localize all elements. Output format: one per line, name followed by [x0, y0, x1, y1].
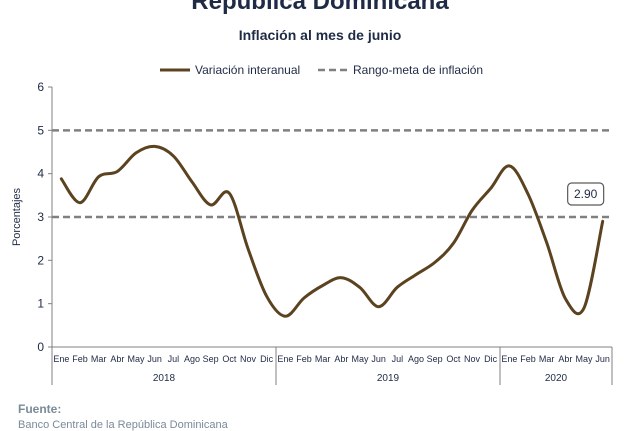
x-tick-label: Mar	[315, 354, 331, 364]
legend-label-rango-meta: Rango-meta de inflación	[353, 63, 483, 77]
x-tick-label: May	[127, 354, 145, 364]
x-tick-label: Ene	[277, 354, 293, 364]
x-tick-label: Sep	[427, 354, 443, 364]
x-tick-label: Jun	[147, 354, 162, 364]
y-axis-label: Porcentajes	[11, 187, 23, 246]
x-tick-label: Mar	[539, 354, 555, 364]
y-tick-label: 2	[37, 253, 44, 267]
x-tick-label: Mar	[91, 354, 107, 364]
legend-label-variacion-interanual: Variación interanual	[195, 63, 300, 77]
x-tick-label: Jul	[392, 354, 404, 364]
x-tick-label: Ene	[501, 354, 517, 364]
source-text: Banco Central de la República Dominicana	[18, 419, 228, 431]
x-tick-label: Dic	[260, 354, 273, 364]
x-tick-label: Ene	[53, 354, 69, 364]
x-tick-label: May	[575, 354, 593, 364]
x-tick-label: Nov	[240, 354, 257, 364]
x-tick-label: Ago	[184, 354, 200, 364]
x-tick-label: Oct	[446, 354, 461, 364]
x-tick-label: Abr	[334, 354, 348, 364]
x-tick-label: Abr	[110, 354, 124, 364]
annotation-box	[567, 182, 605, 206]
x-tick-label: Jun	[595, 354, 610, 364]
x-tick-label: Nov	[464, 354, 481, 364]
y-tick-label: 3	[37, 210, 44, 224]
x-tick-label: May	[351, 354, 369, 364]
year-label: 2019	[377, 373, 400, 384]
y-tick-label: 4	[37, 167, 44, 181]
page-title: República Dominicana	[191, 0, 449, 15]
x-tick-label: Feb	[520, 354, 536, 364]
y-tick-label: 6	[37, 80, 44, 94]
x-tick-label: Feb	[296, 354, 312, 364]
x-tick-label: Abr	[558, 354, 572, 364]
y-tick-label: 1	[37, 297, 44, 311]
year-label: 2018	[153, 373, 176, 384]
x-tick-label: Oct	[222, 354, 237, 364]
y-tick-label: 5	[37, 123, 44, 137]
year-label: 2020	[545, 373, 568, 384]
annotation-label: 2.90	[574, 187, 598, 201]
y-tick-label: 0	[37, 340, 44, 354]
x-tick-label: Jun	[371, 354, 386, 364]
series-line-variacion-interanual	[59, 144, 605, 318]
source-label: Fuente:	[18, 402, 62, 416]
x-tick-label: Sep	[203, 354, 219, 364]
x-tick-label: Jul	[168, 354, 180, 364]
x-tick-label: Dic	[484, 354, 497, 364]
chart-subtitle: Inflación al mes de junio	[238, 27, 402, 43]
x-tick-label: Ago	[408, 354, 424, 364]
x-tick-label: Feb	[72, 354, 88, 364]
